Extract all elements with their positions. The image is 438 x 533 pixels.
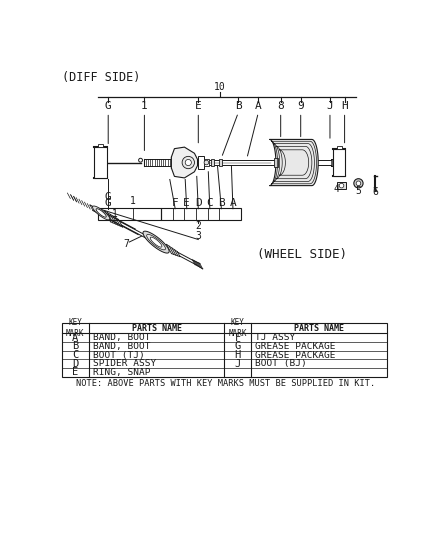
Bar: [94, 147, 107, 178]
Bar: [333, 149, 346, 176]
Text: A: A: [72, 333, 78, 343]
Text: (WHEEL SIDE): (WHEEL SIDE): [257, 248, 347, 261]
Text: 3: 3: [195, 231, 201, 241]
Text: A: A: [230, 198, 237, 207]
Text: BOOT (BJ): BOOT (BJ): [255, 359, 307, 368]
Text: C: C: [72, 350, 78, 360]
Text: J: J: [327, 101, 333, 111]
Text: D: D: [72, 359, 78, 369]
Polygon shape: [150, 237, 162, 247]
Circle shape: [356, 181, 361, 185]
Polygon shape: [147, 235, 166, 250]
Text: H: H: [234, 350, 241, 360]
Text: H: H: [341, 101, 348, 111]
Text: NOTE: ABOVE PARTS WITH KEY MARKS MUST BE SUPPLIED IN KIT.: NOTE: ABOVE PARTS WITH KEY MARKS MUST BE…: [76, 379, 375, 388]
Text: A: A: [255, 101, 262, 111]
Text: E: E: [195, 101, 201, 111]
Circle shape: [339, 183, 344, 188]
Circle shape: [138, 158, 142, 162]
Text: B: B: [72, 342, 78, 351]
Bar: [337, 146, 342, 149]
Polygon shape: [269, 140, 318, 185]
Text: 4: 4: [334, 184, 340, 195]
Text: BAND, BOOT: BAND, BOOT: [93, 342, 150, 351]
Text: BOOT (TJ): BOOT (TJ): [93, 351, 145, 360]
Bar: [198, 156, 204, 168]
Text: PARTS NAME: PARTS NAME: [294, 324, 344, 333]
Text: PARTS NAME: PARTS NAME: [132, 324, 182, 333]
Text: 9: 9: [297, 101, 304, 111]
Circle shape: [182, 156, 194, 168]
Polygon shape: [143, 231, 169, 253]
Text: RING, SNAP: RING, SNAP: [93, 368, 150, 377]
Text: G: G: [105, 101, 112, 111]
Text: E: E: [184, 198, 190, 207]
Text: KEY
MARK: KEY MARK: [228, 318, 247, 338]
Polygon shape: [92, 206, 110, 220]
Text: SPIDER ASSY: SPIDER ASSY: [93, 359, 156, 368]
Text: G: G: [105, 192, 112, 202]
Bar: [204, 159, 209, 166]
Bar: [98, 208, 161, 220]
Text: G: G: [105, 198, 112, 207]
Circle shape: [185, 159, 191, 166]
Text: 6: 6: [372, 187, 378, 197]
Bar: [337, 182, 346, 189]
Text: 5: 5: [356, 186, 361, 196]
Text: B: B: [235, 101, 242, 111]
Bar: [219, 159, 222, 166]
Text: 1: 1: [112, 209, 118, 219]
Text: 8: 8: [277, 101, 284, 111]
Text: F: F: [172, 198, 179, 207]
Circle shape: [204, 160, 208, 165]
Bar: [62, 322, 387, 377]
Text: 1: 1: [130, 196, 136, 206]
Bar: [212, 159, 215, 166]
Text: GREASE PACKAGE: GREASE PACKAGE: [255, 351, 336, 360]
Text: TJ ASSY: TJ ASSY: [255, 333, 296, 342]
Text: 1: 1: [141, 101, 148, 111]
Text: GREASE PACKAGE: GREASE PACKAGE: [255, 342, 336, 351]
Bar: [161, 208, 240, 220]
Text: F: F: [234, 333, 241, 343]
Bar: [274, 158, 279, 167]
Text: (DIFF SIDE): (DIFF SIDE): [62, 71, 141, 84]
Polygon shape: [96, 209, 106, 217]
Text: 10: 10: [214, 82, 226, 92]
Text: C: C: [206, 198, 213, 207]
Circle shape: [354, 179, 363, 188]
Text: G: G: [234, 342, 241, 351]
Text: 7: 7: [123, 239, 129, 249]
Polygon shape: [171, 147, 198, 178]
Bar: [98, 144, 103, 147]
Text: E: E: [72, 367, 78, 377]
Text: BAND, BOOT: BAND, BOOT: [93, 333, 150, 342]
Text: 2: 2: [195, 221, 201, 231]
Text: B: B: [218, 198, 225, 207]
Text: D: D: [195, 198, 201, 207]
Text: KEY
MARK: KEY MARK: [66, 318, 85, 338]
Text: J: J: [234, 359, 241, 369]
